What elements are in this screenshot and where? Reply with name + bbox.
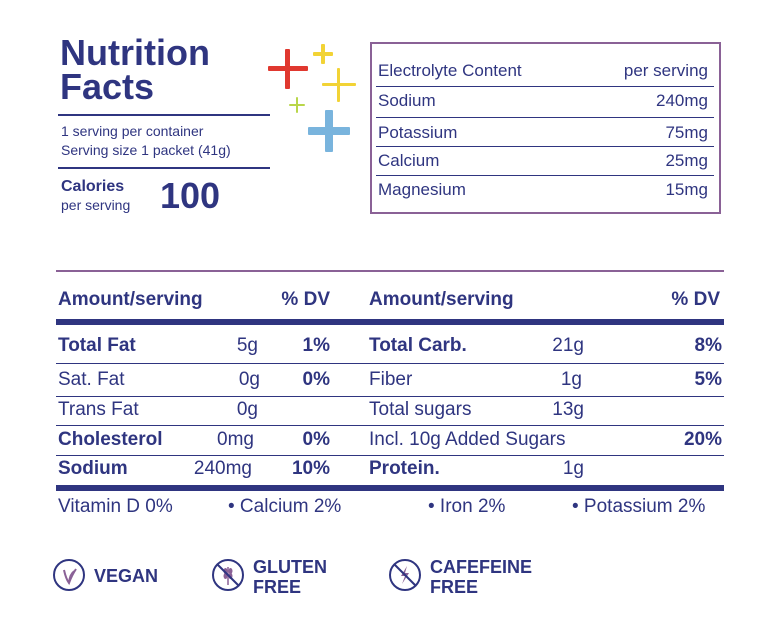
no-wheat-icon (212, 559, 244, 591)
nutrient-name: Total sugars (369, 399, 472, 420)
nutrient-dv: 1% (302, 335, 330, 356)
nutrient-amount: 0g (236, 399, 258, 420)
vitamin-iron: • Iron 2% (428, 496, 506, 517)
red-plus-icon (268, 49, 308, 89)
electrolyte-header-unit: per serving (623, 61, 708, 80)
electrolyte-name: Sodium (378, 91, 436, 110)
caffeine-free-line-2: FREE (430, 577, 479, 597)
gluten-free-line-2: FREE (253, 577, 302, 597)
nutrient-name: Sat. Fat (58, 369, 125, 390)
blue-plus-icon (308, 110, 350, 152)
divider (56, 455, 724, 456)
gluten-free-line-1: GLUTEN (253, 557, 327, 577)
electrolyte-value: 75mg (665, 123, 708, 142)
divider (58, 114, 270, 116)
electrolyte-name: Calcium (378, 151, 440, 170)
nutrient-dv: 10% (291, 458, 330, 479)
leaf-icon (53, 559, 85, 591)
nutrient-name: Total Carb. (369, 335, 467, 356)
nutrient-name: Protein. (369, 458, 440, 479)
divider (376, 146, 714, 147)
electrolyte-panel: Electrolyte Content per serving Sodium 2… (370, 42, 721, 214)
title-line-2: Facts (60, 66, 155, 107)
divider-thick (56, 485, 724, 491)
yellow-plus-icon (322, 68, 356, 102)
divider (56, 425, 724, 426)
electrolyte-value: 15mg (665, 180, 708, 199)
nutrient-amount: 1g (562, 458, 584, 479)
vitamin-d: Vitamin D 0% (58, 496, 173, 517)
nutrient-amount: 5g (236, 335, 258, 356)
amount-header-right: Amount/serving (369, 289, 514, 310)
divider (376, 86, 714, 87)
nutrient-amount: 1g (560, 369, 582, 390)
nutrient-amount: 0g (238, 369, 260, 390)
dv-header-left: % DV (281, 289, 330, 310)
divider (376, 117, 714, 118)
nutrient-name: Fiber (369, 369, 413, 390)
caffeine-free-line-1: CAFEFEINE (430, 557, 533, 577)
nutrient-name: Trans Fat (58, 399, 139, 420)
nutrient-dv: 5% (694, 369, 722, 390)
servings-per-container: 1 serving per container (61, 123, 204, 139)
no-caffeine-icon (389, 559, 421, 591)
nutrient-name: Sodium (58, 458, 128, 479)
nutrient-amount: 21g (552, 335, 584, 356)
amount-header-left: Amount/serving (58, 289, 203, 310)
serving-size: Serving size 1 packet (41g) (61, 142, 231, 158)
nutrient-name: Total Fat (58, 335, 136, 356)
electrolyte-name: Magnesium (378, 180, 466, 199)
page-title: Nutrition Facts (60, 32, 280, 107)
nutrient-dv: 0% (302, 369, 330, 390)
nutrient-name: Incl. 10g Added Sugars (369, 429, 566, 450)
green-plus-icon (289, 97, 305, 113)
vitamin-potassium: • Potassium 2% (572, 496, 706, 517)
electrolyte-value: 25mg (665, 151, 708, 170)
divider (56, 270, 724, 272)
electrolyte-value: 240mg (656, 91, 708, 110)
calories-label: Calories (61, 178, 125, 195)
title-line-1: Nutrition (60, 32, 210, 73)
nutrient-amount: 240mg (193, 458, 252, 479)
electrolyte-name: Potassium (378, 123, 458, 142)
yellow-plus-icon (313, 44, 333, 64)
nutrient-dv: 20% (683, 429, 722, 450)
nutrient-amount: 13g (552, 399, 584, 420)
divider (376, 175, 714, 176)
divider (56, 363, 724, 364)
divider-thick (56, 319, 724, 325)
nutrient-dv: 8% (694, 335, 722, 356)
nutrient-name: Cholesterol (58, 429, 163, 450)
vegan-label: VEGAN (94, 566, 159, 586)
caffeine-free-label: CAFEFEINE FREE (430, 557, 532, 597)
vitamin-calcium: • Calcium 2% (228, 496, 342, 517)
gluten-free-label: GLUTEN FREE (253, 557, 327, 597)
serving-info: 1 serving per container Serving size 1 p… (61, 122, 231, 160)
divider (56, 396, 724, 397)
nutrient-dv: 0% (302, 429, 330, 450)
nutrient-amount: 0mg (217, 429, 254, 450)
electrolyte-header-label: Electrolyte Content (378, 61, 522, 80)
calories-sub-label: per serving (61, 197, 131, 213)
dv-header-right: % DV (671, 289, 720, 310)
divider (58, 167, 270, 169)
calories-value: 100 (160, 175, 221, 216)
